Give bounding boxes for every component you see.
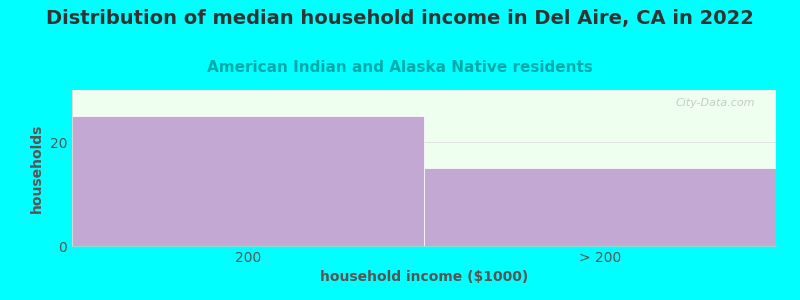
Y-axis label: households: households xyxy=(30,123,44,213)
Text: City-Data.com: City-Data.com xyxy=(675,98,755,108)
X-axis label: household income ($1000): household income ($1000) xyxy=(320,270,528,284)
Bar xyxy=(424,168,776,246)
Text: American Indian and Alaska Native residents: American Indian and Alaska Native reside… xyxy=(207,60,593,75)
Text: Distribution of median household income in Del Aire, CA in 2022: Distribution of median household income … xyxy=(46,9,754,28)
Bar xyxy=(72,116,424,246)
